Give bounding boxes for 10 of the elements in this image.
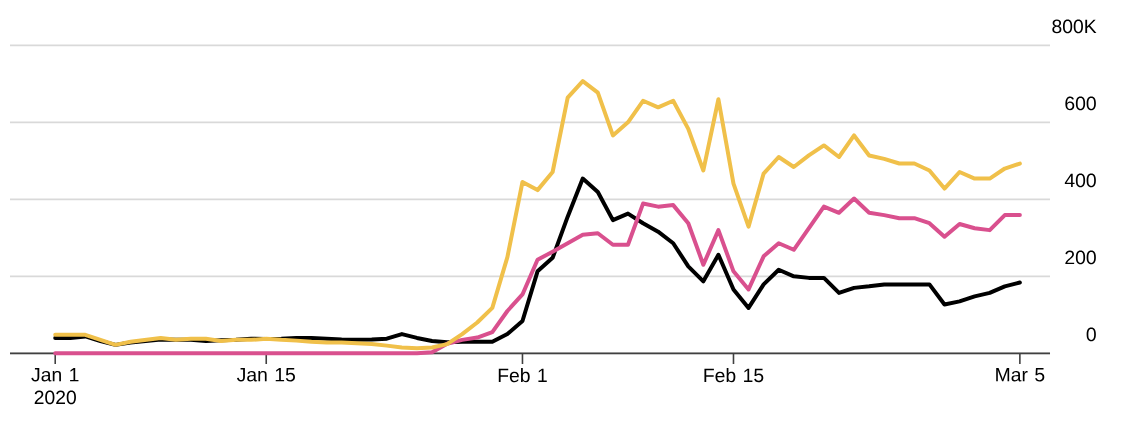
x-tick-label: Jan 1 2020 (31, 368, 79, 405)
y-tick-label: 0 (1086, 327, 1096, 342)
x-tick-label: Mar 5 (996, 368, 1045, 382)
x-tick-label: Feb 15 (704, 368, 764, 383)
x-tick-label: Jan 15 (236, 368, 295, 382)
y-tick-label: 800K (1052, 19, 1097, 34)
y-tick-label: 200 (1065, 250, 1096, 265)
y-tick-label: 400 (1064, 173, 1096, 188)
y-tick-label: 600 (1065, 96, 1096, 111)
x-tick-label: Feb 1 (498, 368, 547, 383)
